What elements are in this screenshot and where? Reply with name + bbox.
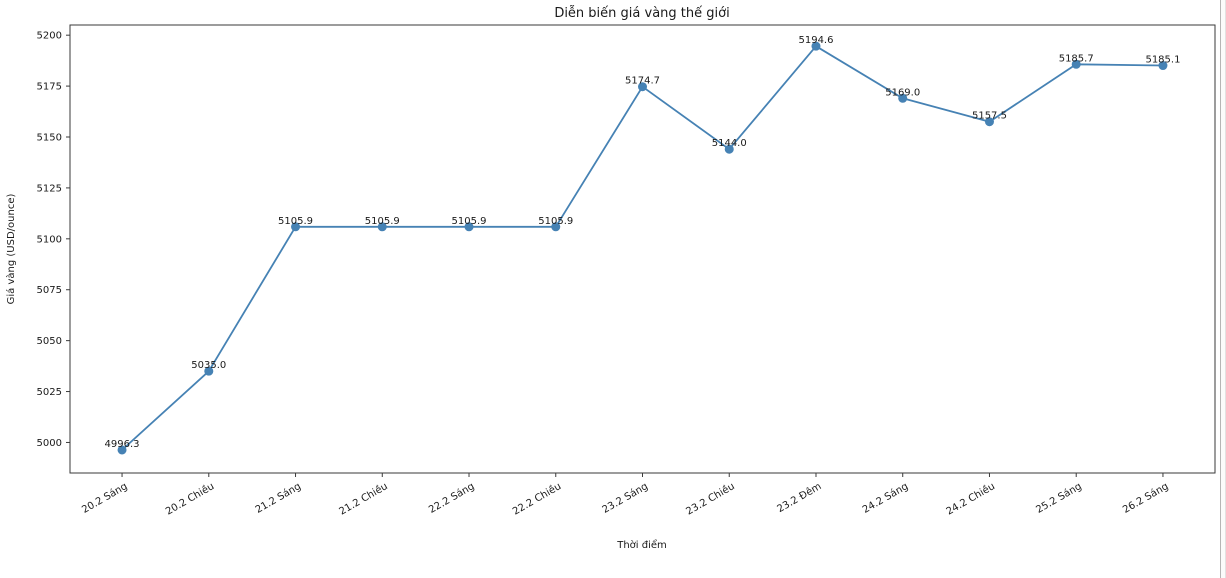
y-tick-label: 5075 (37, 285, 62, 296)
data-point-marker (204, 366, 214, 376)
data-point-label: 5105.9 (452, 216, 487, 227)
y-tick-label: 5000 (37, 438, 62, 449)
x-tick-label: 22.2 Chiều (510, 480, 563, 517)
plot-frame (69, 24, 1216, 474)
data-point-label: 5144.0 (712, 138, 747, 149)
data-point-marker (984, 117, 994, 127)
x-axis-label: Thời điểm (616, 538, 667, 551)
x-tick-label: 22.2 Sáng (427, 480, 477, 516)
data-point-label: 5035.0 (191, 360, 226, 371)
x-tick-label: 20.2 Sáng (80, 480, 130, 516)
data-point-label: 4996.3 (105, 439, 140, 450)
data-point-label: 5157.5 (972, 111, 1007, 122)
y-tick-label: 5100 (37, 234, 62, 245)
data-point-marker (291, 222, 301, 232)
y-tick-label: 5125 (37, 183, 62, 194)
data-point-marker (117, 445, 127, 455)
price-series (117, 41, 1168, 455)
data-point-label: 5105.9 (278, 216, 313, 227)
price-line (121, 45, 1164, 451)
x-tick-label: 23.2 Chiều (684, 480, 737, 517)
data-point-label: 5174.7 (625, 76, 660, 87)
data-point-marker (1158, 61, 1168, 71)
data-point-marker (551, 222, 561, 232)
x-tick-label: 21.2 Sáng (253, 480, 303, 516)
data-point-marker (638, 82, 647, 92)
x-tick-label: 20.2 Chiều (163, 480, 216, 517)
y-tick-label: 5175 (37, 82, 62, 93)
data-point-label: 5105.9 (365, 216, 400, 227)
data-point-marker (1071, 59, 1081, 69)
x-tick-label: 25.2 Sáng (1034, 480, 1084, 516)
data-point-label: 5194.6 (798, 35, 833, 46)
data-point-label: 5185.1 (1145, 55, 1180, 66)
x-tick-label: 24.2 Chiều (944, 480, 997, 517)
x-tick-label: 21.2 Chiều (337, 480, 390, 517)
data-point-marker (898, 93, 908, 103)
plot-border (69, 24, 1216, 474)
point-annotations: 4996.3 5035.0 5105.9 5105.9 5105.9 5105.9 5174… (105, 35, 1181, 450)
data-point-label: 5169.0 (885, 87, 920, 98)
data-point-marker (811, 41, 821, 51)
data-point-label: 5105.9 (538, 216, 573, 227)
x-tick-label: 23.2 Đêm (775, 480, 824, 515)
y-tick-label: 5150 (37, 133, 62, 144)
data-point-label: 5185.7 (1059, 53, 1094, 64)
x-tick-label: 23.2 Sáng (600, 480, 650, 516)
y-tick-label: 5200 (37, 31, 62, 42)
x-tick-label: 24.2 Sáng (860, 480, 910, 516)
data-point-marker (724, 144, 734, 154)
y-axis-label: Giá vàng (USD/ounce) (5, 194, 17, 305)
y-tick-label: 5025 (37, 387, 62, 398)
x-tick-label: 26.2 Sáng (1121, 480, 1171, 516)
vertical-scrollbar[interactable] (1220, 0, 1226, 578)
data-point-marker (377, 222, 387, 232)
y-tick-label: 5050 (37, 336, 62, 347)
chart-title: Diễn biến giá vàng thế giới (554, 6, 729, 21)
axis-ticks: 5000 5025 5050 5075 5100 5125 5150 5175 5200 20.2… (37, 31, 1171, 518)
data-point-marker (464, 222, 474, 232)
